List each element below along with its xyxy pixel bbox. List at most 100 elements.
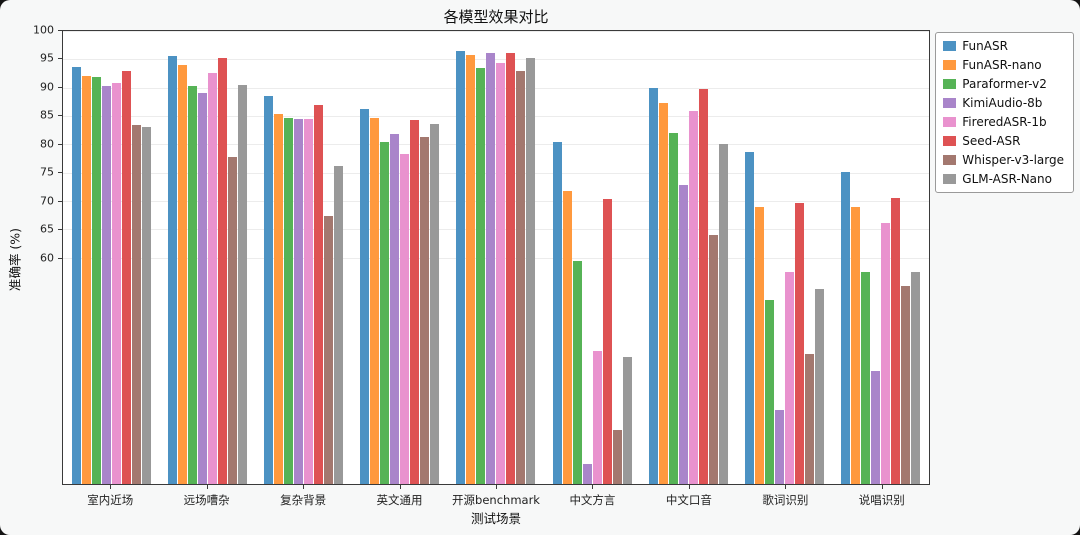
bar: [274, 114, 284, 484]
bar: [775, 410, 785, 484]
x-tick-mark: [206, 485, 208, 489]
bar-group: [833, 31, 929, 484]
bar: [390, 134, 400, 484]
legend-label: Seed-ASR: [962, 134, 1021, 148]
legend-swatch-icon: [943, 174, 957, 184]
bar: [476, 67, 486, 484]
y-tick-mark: [58, 86, 62, 88]
bar: [131, 125, 141, 484]
gridline: [63, 172, 929, 174]
legend-swatch-icon: [943, 117, 957, 127]
bar: [187, 85, 197, 484]
chart-title: 各模型效果对比: [443, 8, 549, 26]
y-tick-label: 65: [40, 222, 54, 236]
bar-group: [63, 31, 159, 484]
legend-item: FireredASR-1b: [943, 115, 1064, 129]
legend-label: Whisper-v3-large: [962, 153, 1064, 167]
gridline: [63, 229, 929, 231]
bar: [911, 271, 921, 484]
y-tick-label: 60: [40, 251, 54, 264]
legend-item: Seed-ASR: [943, 134, 1064, 148]
y-tick-mark: [58, 115, 62, 117]
x-tick-label: 英文通用: [376, 493, 423, 507]
bar: [324, 216, 334, 484]
bar-group: [159, 31, 255, 484]
bar: [111, 83, 121, 484]
bar: [592, 350, 602, 484]
bar: [552, 142, 562, 484]
x-tick-mark: [592, 485, 594, 489]
y-tick-mark: [58, 257, 62, 259]
bar: [785, 271, 795, 484]
y-tick-mark: [58, 229, 62, 231]
x-tick-mark: [688, 485, 690, 489]
bar: [227, 157, 237, 484]
legend-item: Paraformer-v2: [943, 77, 1064, 91]
bar: [314, 104, 324, 484]
y-axis-label: 准确率 (%): [7, 227, 23, 292]
legend-item: FunASR-nano: [943, 58, 1064, 72]
bar: [217, 57, 227, 484]
bar: [582, 464, 592, 484]
y-tick-label: 70: [40, 194, 54, 208]
bar: [101, 85, 111, 484]
legend-item: GLM-ASR-Nano: [943, 172, 1064, 186]
bar: [380, 142, 390, 484]
gridline: [63, 31, 929, 32]
bar: [400, 153, 410, 484]
y-tick-mark: [58, 172, 62, 174]
bar: [562, 191, 572, 484]
gridline: [63, 115, 929, 117]
legend-label: Paraformer-v2: [962, 77, 1047, 91]
bar: [572, 261, 582, 484]
x-tick-mark: [303, 485, 305, 489]
bar: [688, 111, 698, 484]
legend-swatch-icon: [943, 98, 957, 108]
bar: [466, 54, 476, 484]
bar: [795, 202, 805, 484]
bar: [496, 63, 506, 484]
legend-item: KimiAudio-8b: [943, 96, 1064, 110]
bar-group: [737, 31, 833, 484]
y-tick-label: 90: [40, 80, 54, 94]
gridline: [63, 87, 929, 89]
legend-swatch-icon: [943, 60, 957, 70]
gridline: [63, 59, 929, 61]
bar: [718, 143, 728, 484]
x-axis-label: 测试场景: [470, 511, 521, 526]
y-tick-label: 100: [33, 23, 54, 37]
y-tick-label: 85: [40, 108, 54, 122]
x-tick-label: 复杂背景: [280, 493, 327, 507]
bar: [284, 117, 294, 484]
gridline: [63, 257, 929, 259]
y-tick-label: 80: [40, 137, 54, 151]
legend-label: FunASR: [962, 39, 1008, 53]
bar: [294, 118, 304, 484]
bar: [765, 299, 775, 484]
legend-swatch-icon: [943, 136, 957, 146]
bar: [805, 353, 815, 484]
bar: [334, 166, 344, 484]
bar: [745, 151, 755, 484]
plot-area: [62, 30, 930, 485]
bar-group: [448, 31, 544, 484]
bar: [177, 64, 187, 484]
bar: [678, 185, 688, 484]
bar: [861, 271, 871, 484]
bar: [516, 71, 526, 484]
bar: [698, 88, 708, 484]
y-tick-mark: [58, 58, 62, 60]
y-tick-mark: [58, 30, 62, 31]
legend-swatch-icon: [943, 155, 957, 165]
bar: [841, 172, 851, 484]
legend-swatch-icon: [943, 41, 957, 51]
y-tick-mark: [58, 200, 62, 202]
bar: [612, 430, 622, 484]
bar: [622, 356, 632, 484]
legend-label: KimiAudio-8b: [962, 96, 1043, 110]
gridline: [63, 200, 929, 202]
bar: [71, 66, 81, 484]
legend-item: FunASR: [943, 39, 1064, 53]
bar: [121, 71, 131, 484]
